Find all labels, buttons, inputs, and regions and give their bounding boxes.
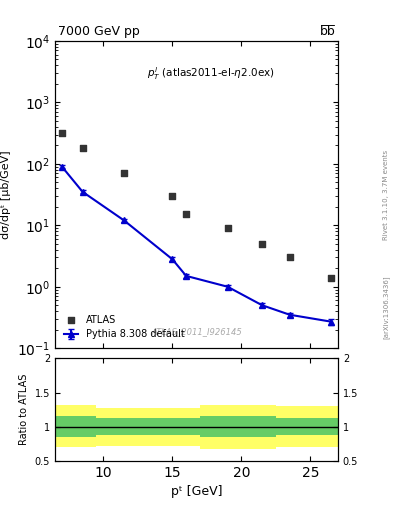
Text: ATLAS_2011_I926145: ATLAS_2011_I926145	[151, 327, 242, 336]
ATLAS	[121, 169, 127, 178]
Legend: ATLAS, Pythia 8.308 default: ATLAS, Pythia 8.308 default	[60, 311, 189, 344]
ATLAS	[79, 144, 86, 152]
ATLAS	[224, 224, 231, 232]
ATLAS	[169, 192, 176, 200]
ATLAS	[286, 253, 293, 262]
Y-axis label: dσ/dpᵗ [μb/GeV]: dσ/dpᵗ [μb/GeV]	[2, 150, 11, 239]
Text: [arXiv:1306.3436]: [arXiv:1306.3436]	[382, 275, 389, 339]
Text: b̅b̅: b̅b̅	[320, 25, 335, 38]
Text: 7000 GeV pp: 7000 GeV pp	[58, 25, 140, 38]
ATLAS	[183, 210, 189, 219]
ATLAS	[328, 273, 334, 282]
X-axis label: pᵗ [GeV]: pᵗ [GeV]	[171, 485, 222, 498]
ATLAS	[59, 129, 65, 137]
ATLAS	[259, 240, 265, 248]
Text: Rivet 3.1.10, 3.7M events: Rivet 3.1.10, 3.7M events	[383, 150, 389, 240]
Text: $p_T^l$ (atlas2011-el-$\eta$2.0ex): $p_T^l$ (atlas2011-el-$\eta$2.0ex)	[147, 66, 274, 82]
Y-axis label: Ratio to ATLAS: Ratio to ATLAS	[19, 374, 29, 445]
